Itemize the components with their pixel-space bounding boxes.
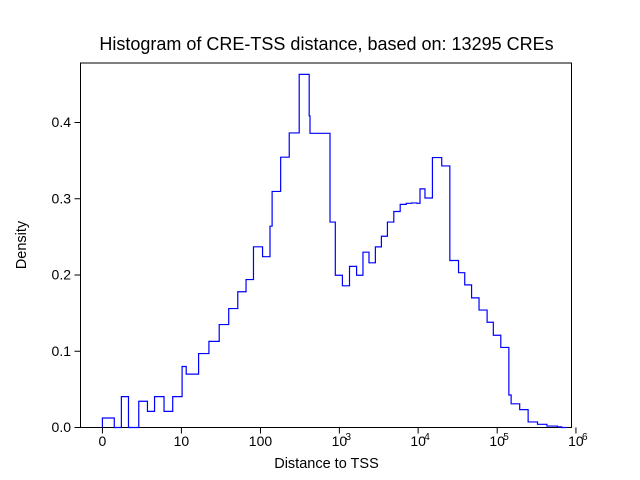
svg-text:6: 6 xyxy=(582,432,588,443)
svg-text:3: 3 xyxy=(346,432,352,443)
svg-text:0.2: 0.2 xyxy=(52,267,72,283)
svg-text:0.3: 0.3 xyxy=(52,190,72,206)
svg-text:10: 10 xyxy=(174,433,190,449)
svg-text:0.0: 0.0 xyxy=(52,419,72,435)
svg-text:0.4: 0.4 xyxy=(52,114,72,130)
svg-text:0: 0 xyxy=(99,433,107,449)
svg-text:100: 100 xyxy=(249,433,273,449)
svg-text:5: 5 xyxy=(503,432,509,443)
svg-text:4: 4 xyxy=(424,432,430,443)
svg-text:0.1: 0.1 xyxy=(52,343,72,359)
